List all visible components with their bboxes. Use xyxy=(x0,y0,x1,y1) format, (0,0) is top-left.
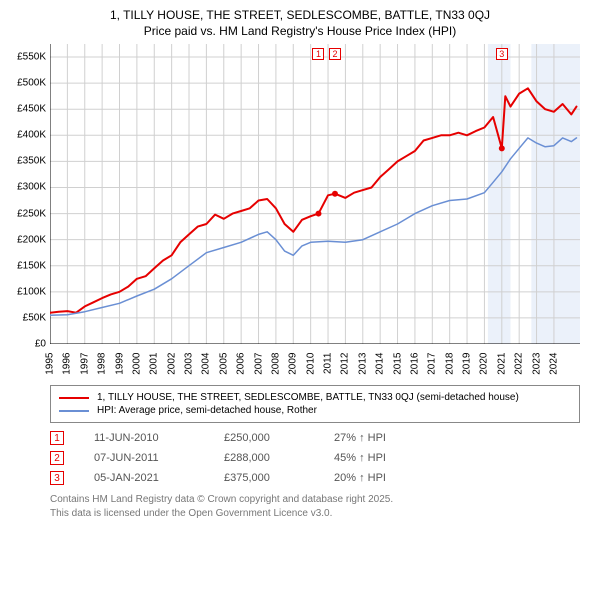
xtick-label: 2005 xyxy=(218,353,229,383)
xtick-label: 2006 xyxy=(236,353,247,383)
xtick-label: 1999 xyxy=(114,353,125,383)
xtick-label: 2012 xyxy=(340,353,351,383)
sale-hpi: 20% ↑ HPI xyxy=(334,472,414,484)
ytick-label: £250K xyxy=(10,208,46,219)
xtick-label: 2007 xyxy=(253,353,264,383)
sale-hpi: 45% ↑ HPI xyxy=(334,452,414,464)
sale-row: 2 07-JUN-2011 £288,000 45% ↑ HPI xyxy=(50,451,590,465)
xtick-label: 2015 xyxy=(392,353,403,383)
sale-marker-2: 2 xyxy=(329,48,341,60)
xtick-label: 2017 xyxy=(427,353,438,383)
plot-area: 12 3 xyxy=(50,44,580,344)
sale-hpi: 27% ↑ HPI xyxy=(334,432,414,444)
ytick-label: £550K xyxy=(10,52,46,63)
xtick-label: 1997 xyxy=(79,353,90,383)
xtick-label: 2016 xyxy=(409,353,420,383)
title-block: 1, TILLY HOUSE, THE STREET, SEDLESCOMBE,… xyxy=(10,8,590,38)
sale-row-marker: 1 xyxy=(50,431,64,445)
ytick-label: £300K xyxy=(10,182,46,193)
xtick-label: 2021 xyxy=(496,353,507,383)
plot-svg xyxy=(50,44,580,344)
xtick-label: 2011 xyxy=(323,353,334,383)
xtick-label: 2019 xyxy=(462,353,473,383)
legend-swatch xyxy=(59,397,89,399)
legend-swatch xyxy=(59,410,89,412)
sale-price: £375,000 xyxy=(224,472,304,484)
sale-row-marker: 3 xyxy=(50,471,64,485)
sale-row: 3 05-JAN-2021 £375,000 20% ↑ HPI xyxy=(50,471,590,485)
ytick-label: £150K xyxy=(10,260,46,271)
ytick-label: £0 xyxy=(10,339,46,350)
sale-date: 07-JUN-2011 xyxy=(94,452,194,464)
chart-area: 12 3 £0 £50K £100K £150K £200K £250K £300K £350K… xyxy=(10,44,590,379)
xtick-label: 2013 xyxy=(357,353,368,383)
xtick-label: 2001 xyxy=(149,353,160,383)
xtick-label: 2024 xyxy=(548,353,559,383)
xtick-label: 1998 xyxy=(97,353,108,383)
xtick-label: 2023 xyxy=(531,353,542,383)
sale-row: 1 11-JUN-2010 £250,000 27% ↑ HPI xyxy=(50,431,590,445)
footer: Contains HM Land Registry data © Crown c… xyxy=(50,493,590,521)
legend-label: 1, TILLY HOUSE, THE STREET, SEDLESCOMBE,… xyxy=(97,392,519,403)
legend-label: HPI: Average price, semi-detached house,… xyxy=(97,405,317,416)
sale-price: £250,000 xyxy=(224,432,304,444)
footer-line2: This data is licensed under the Open Gov… xyxy=(50,507,590,521)
ytick-label: £50K xyxy=(10,312,46,323)
xtick-label: 2004 xyxy=(201,353,212,383)
legend-row: HPI: Average price, semi-detached house,… xyxy=(59,405,571,416)
xtick-label: 2022 xyxy=(514,353,525,383)
sale-marker-3: 3 xyxy=(496,48,508,60)
xtick-label: 2003 xyxy=(184,353,195,383)
footer-line1: Contains HM Land Registry data © Crown c… xyxy=(50,493,590,507)
ytick-label: £500K xyxy=(10,78,46,89)
sale-price: £288,000 xyxy=(224,452,304,464)
sale-row-marker: 2 xyxy=(50,451,64,465)
xtick-label: 1995 xyxy=(45,353,56,383)
ytick-label: £350K xyxy=(10,156,46,167)
sale-date: 05-JAN-2021 xyxy=(94,472,194,484)
legend: 1, TILLY HOUSE, THE STREET, SEDLESCOMBE,… xyxy=(50,385,580,423)
xtick-label: 2020 xyxy=(479,353,490,383)
chart-title-address: 1, TILLY HOUSE, THE STREET, SEDLESCOMBE,… xyxy=(10,8,590,22)
chart-container: 1, TILLY HOUSE, THE STREET, SEDLESCOMBE,… xyxy=(0,0,600,590)
xtick-label: 2018 xyxy=(444,353,455,383)
ytick-label: £400K xyxy=(10,130,46,141)
xtick-label: 1996 xyxy=(62,353,73,383)
xtick-label: 2008 xyxy=(270,353,281,383)
ytick-label: £100K xyxy=(10,286,46,297)
legend-row: 1, TILLY HOUSE, THE STREET, SEDLESCOMBE,… xyxy=(59,392,571,403)
xtick-label: 2010 xyxy=(305,353,316,383)
chart-title-sub: Price paid vs. HM Land Registry's House … xyxy=(10,24,590,38)
xtick-label: 2014 xyxy=(375,353,386,383)
sales-table: 1 11-JUN-2010 £250,000 27% ↑ HPI 2 07-JUN-201… xyxy=(50,431,590,485)
sale-marker-1: 1 xyxy=(312,48,324,60)
xtick-label: 2009 xyxy=(288,353,299,383)
ytick-label: £450K xyxy=(10,104,46,115)
ytick-label: £200K xyxy=(10,234,46,245)
xtick-label: 2000 xyxy=(131,353,142,383)
xtick-label: 2002 xyxy=(166,353,177,383)
sale-date: 11-JUN-2010 xyxy=(94,432,194,444)
